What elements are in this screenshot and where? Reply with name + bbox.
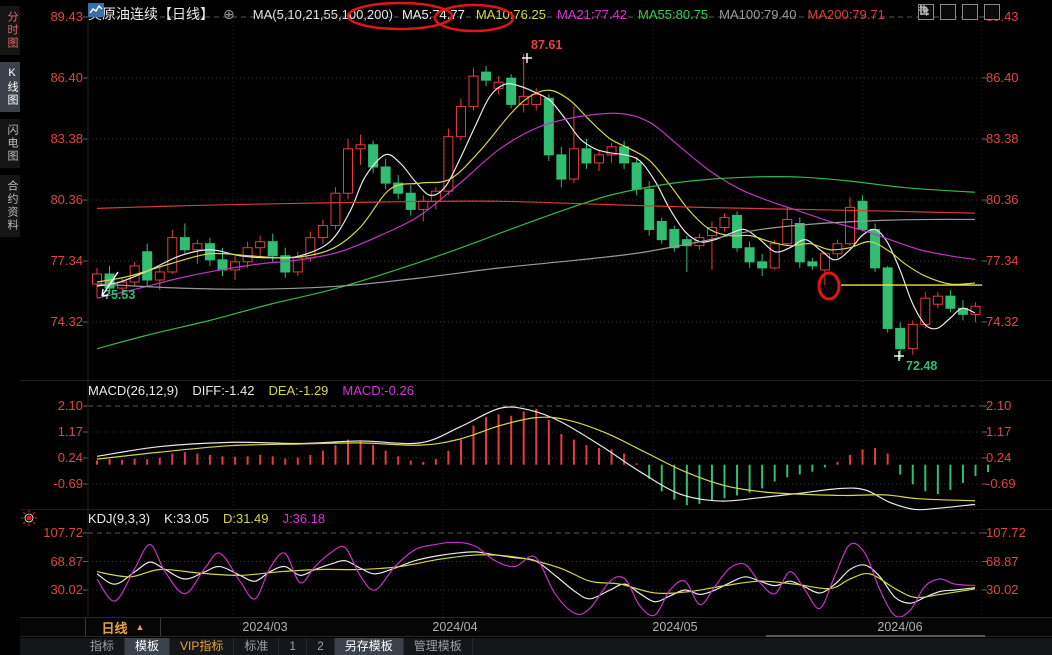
toolbar-tab[interactable]: 1 bbox=[279, 638, 308, 655]
y-axis-label: 83.38 bbox=[50, 131, 83, 146]
y-axis-scale-icon[interactable] bbox=[919, 4, 956, 20]
toolbar-tab[interactable]: 管理模板 bbox=[404, 638, 473, 655]
toolbar-tab[interactable]: 2 bbox=[307, 638, 335, 655]
range-low-label: 75.53 bbox=[104, 288, 136, 302]
chart-header: 美原油连续【日线】 ⊕ MA(5,10,21,55,100,200) MA5:7… bbox=[88, 3, 885, 25]
ma-value-label: MA200:79.71 bbox=[807, 6, 885, 22]
chart-toolbar-icons bbox=[918, 4, 1000, 20]
sidebar-tab[interactable]: 合约资料 bbox=[0, 175, 20, 237]
x-axis-scale-icon[interactable] bbox=[920, 4, 978, 20]
period-label: 日线 bbox=[101, 620, 128, 636]
ma-value-label: MA100:79.40 bbox=[719, 6, 797, 22]
toolbar-tab[interactable]: 指标 bbox=[80, 638, 126, 655]
y-axis-label: 0.24 bbox=[57, 450, 83, 465]
instrument-title: 美原油连续【日线】 bbox=[88, 6, 214, 22]
y-axis-label: 2.10 bbox=[986, 398, 1012, 413]
toolbar-tab[interactable]: 另存模板 bbox=[334, 638, 404, 655]
macd-dea-value: DEA:-1.29 bbox=[268, 383, 329, 398]
high-price-label: 87.61 bbox=[531, 38, 563, 52]
toolbar-tab[interactable]: 标准 bbox=[234, 638, 280, 655]
kdj-d-value: D:31.49 bbox=[222, 511, 269, 526]
toolbar-tab[interactable]: VIP指标 bbox=[170, 638, 235, 655]
y-axis-label: 2.10 bbox=[57, 398, 83, 413]
x-axis-row: 日线 ▲ 2024/03 2024/04 2024/05 2024/06 bbox=[0, 617, 1052, 637]
ma-value-label: MA55:80.75 bbox=[638, 6, 709, 22]
ma-values: MA5:74.77 MA10:76.25 MA21:77.42 MA55:80.75 M… bbox=[402, 7, 885, 22]
ma-group-label: MA(5,10,21,55,100,200) bbox=[252, 6, 393, 22]
sidebar-tab[interactable]: 分时图 bbox=[0, 6, 20, 55]
y-axis-label: 1.17 bbox=[986, 424, 1012, 439]
y-axis-label: 83.38 bbox=[986, 131, 1019, 146]
y-axis-label: 1.17 bbox=[57, 424, 83, 439]
y-axis-label: 30.02 bbox=[50, 582, 83, 597]
y-axis-label: 107.72 bbox=[43, 525, 83, 540]
left-sidebar: 分时图 K线图闪电图合约资料 bbox=[0, 0, 20, 655]
macd-macd-value: MACD:-0.26 bbox=[342, 383, 414, 398]
ma-value-label: MA5:74.77 bbox=[401, 6, 465, 22]
add-indicator-icon[interactable]: ⊕ bbox=[223, 5, 235, 22]
sidebar-tab[interactable]: K线图 bbox=[0, 62, 20, 112]
macd-title[interactable]: MACD(26,12,9) bbox=[88, 383, 179, 398]
macd-diff-value: DIFF:-1.42 bbox=[192, 383, 255, 398]
x-axis-date-label: 2024/03 bbox=[242, 620, 288, 634]
y-axis-label: 74.32 bbox=[50, 314, 83, 329]
kdj-k-value: K:33.05 bbox=[164, 511, 209, 526]
y-axis-label: 107.72 bbox=[986, 525, 1026, 540]
y-axis-label: 86.40 bbox=[50, 70, 83, 85]
macd-header: MACD(26,12,9) DIFF:-1.42 DEA:-1.29 MACD:… bbox=[88, 383, 414, 398]
kdj-j-value: J:36.18 bbox=[282, 511, 326, 526]
toolbar-tab[interactable]: 模板 bbox=[125, 638, 171, 655]
x-axis-date-label: 2024/05 bbox=[652, 620, 698, 634]
y-axis-label: 74.32 bbox=[986, 314, 1019, 329]
alert-icon[interactable] bbox=[21, 510, 37, 526]
y-axis-label: 0.24 bbox=[986, 450, 1012, 465]
kdj-header: KDJ(9,3,3) K:33.05 D:31.49 J:36.18 bbox=[88, 511, 325, 526]
y-axis-label: 77.34 bbox=[986, 253, 1019, 268]
period-selector[interactable]: 日线 ▲ bbox=[85, 618, 161, 636]
chart-scrollbar[interactable] bbox=[766, 635, 985, 637]
kdj-title[interactable]: KDJ(9,3,3) bbox=[88, 511, 151, 526]
y-axis-label: 80.36 bbox=[50, 192, 83, 207]
y-axis-label: 30.02 bbox=[986, 582, 1019, 597]
low-price-label: 72.48 bbox=[906, 359, 938, 373]
y-axis-label: 68.87 bbox=[50, 553, 83, 569]
y-axis-label: -0.69 bbox=[986, 476, 1016, 491]
y-axis-label: 86.40 bbox=[986, 70, 1019, 85]
y-axis-label: 80.36 bbox=[986, 192, 1019, 207]
pan-right-icon[interactable] bbox=[920, 4, 1000, 20]
period-arrow-icon: ▲ bbox=[135, 622, 145, 632]
sidebar-tab[interactable]: 闪电图 bbox=[0, 119, 20, 168]
y-axis-label: 77.34 bbox=[50, 253, 83, 268]
x-axis-date-label: 2024/06 bbox=[877, 620, 923, 634]
bottom-toolbar: 指标 模板 VIP指标 标准 1 2 另存模板 管理模板 bbox=[0, 638, 1052, 655]
ma-value-label: MA21:77.42 bbox=[556, 6, 628, 22]
y-axis-label: -0.69 bbox=[53, 476, 83, 491]
ma-value-label: MA10:76.25 bbox=[475, 6, 546, 22]
y-axis-label: 89.43 bbox=[50, 9, 83, 24]
x-axis-date-label: 2024/04 bbox=[432, 620, 478, 634]
y-axis-label: 68.87 bbox=[986, 553, 1019, 569]
